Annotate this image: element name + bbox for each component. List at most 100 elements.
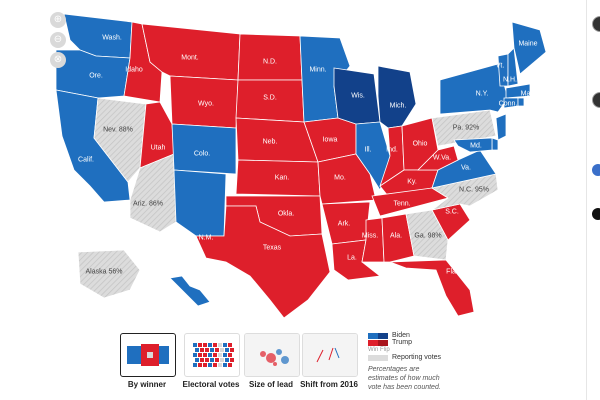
state-al[interactable]: [381, 213, 415, 263]
state-label-ma: Mass.: [520, 90, 540, 98]
legend-trump-label: Trump: [392, 339, 412, 346]
state-label-mt: Mont.: [181, 54, 199, 62]
state-me[interactable]: [511, 21, 547, 75]
legend-trump-flip-swatch: [378, 340, 388, 346]
ev-cell: [195, 358, 199, 362]
state-label-id: Idaho: [125, 66, 143, 74]
state-ri[interactable]: [517, 97, 525, 107]
tab-label: By winner: [127, 380, 167, 389]
ev-cell: [193, 363, 197, 367]
state-va[interactable]: [431, 149, 497, 189]
state-label-nh: N.H.: [503, 76, 517, 84]
lead-bubble: [266, 353, 276, 363]
ev-cell: [203, 363, 207, 367]
legend-win-label: Win: [368, 347, 379, 353]
zoom-in-button[interactable]: ⊕: [50, 12, 66, 28]
ev-cell: [228, 343, 232, 347]
state-fl[interactable]: [389, 259, 475, 317]
ev-cell: [210, 348, 214, 352]
state-nj[interactable]: [495, 113, 507, 141]
ev-cell: [208, 353, 212, 357]
ev-cell: [225, 348, 229, 352]
ev-cell: [213, 353, 217, 357]
ev-cell: [200, 358, 204, 362]
election-map: Wash. Ore. Calif. Nev. 88% Idaho Mont. Wyo. Uta…: [50, 12, 547, 319]
state-wv[interactable]: [417, 145, 459, 171]
legend-trump-win-swatch: [368, 340, 378, 346]
ev-cell: [210, 358, 214, 362]
ev-cell: [218, 343, 222, 347]
ev-cell: [218, 353, 222, 357]
ev-cell: [213, 343, 217, 347]
magnifier-plus-icon: ⊕: [53, 14, 63, 25]
ev-cell: [220, 358, 224, 362]
state-label-in: Ind.: [386, 146, 398, 154]
state-label-mi: Mich.: [389, 102, 407, 110]
legend-reporting-label: Reporting votes: [392, 354, 442, 361]
state-ga[interactable]: [405, 209, 449, 261]
state-co[interactable]: [171, 123, 237, 175]
ev-cell: [230, 358, 234, 362]
ev-cell: [208, 343, 212, 347]
state-label-ia: Iowa: [322, 136, 338, 144]
state-tx[interactable]: [195, 205, 331, 319]
state-md[interactable]: [453, 137, 493, 153]
electoral-votes-thumb-icon: [193, 343, 234, 367]
state-mi[interactable]: [377, 65, 417, 129]
ev-cell: [228, 363, 232, 367]
state-label-pa: Pa. 92%: [452, 124, 480, 132]
state-label-wy: Wyo.: [198, 100, 214, 108]
state-label-mn: Minn.: [309, 66, 327, 74]
state-ak[interactable]: [77, 249, 141, 299]
ev-cell: [200, 348, 204, 352]
state-label-tn: Tenn.: [393, 200, 411, 208]
state-label-ok: Okla.: [277, 210, 295, 218]
size-of-lead-thumb-icon: [245, 334, 299, 376]
state-hi[interactable]: [169, 275, 211, 307]
ev-cell: [218, 363, 222, 367]
state-label-va: Va.: [461, 164, 471, 172]
state-label-sc: S.C.: [445, 208, 459, 216]
state-label-wa: Wash.: [102, 34, 122, 42]
ev-cell: [193, 343, 197, 347]
state-nc[interactable]: [430, 173, 499, 211]
state-label-az: Ariz. 86%: [133, 200, 163, 208]
state-label-mo: Mo.: [334, 174, 346, 182]
tab-electoral-votes[interactable]: [184, 333, 240, 377]
state-nh[interactable]: [507, 47, 519, 87]
lead-bubble: [281, 356, 289, 364]
tab-by-winner[interactable]: [120, 333, 176, 377]
reset-map-button[interactable]: ⊗: [50, 52, 66, 68]
magnifier-minus-icon: ⊖: [53, 34, 63, 45]
ev-cell: [208, 363, 212, 367]
right-edge-panel: [586, 0, 600, 400]
state-label-fl: Fla.: [446, 268, 458, 276]
badge-icon: [592, 208, 600, 220]
state-pa[interactable]: [431, 109, 497, 147]
state-label-me: Maine: [518, 40, 538, 48]
legend-reporting-swatch: [368, 355, 388, 361]
state-label-nm: N.M.: [198, 234, 214, 242]
state-ms[interactable]: [361, 217, 385, 263]
state-de[interactable]: [491, 137, 499, 151]
state-label-ut: Utah: [150, 144, 166, 152]
ev-cell: [223, 363, 227, 367]
legend-flip-label: Flip: [380, 347, 390, 353]
zoom-out-button[interactable]: ⊖: [50, 32, 66, 48]
state-nm[interactable]: [173, 169, 227, 237]
state-label-oh: Ohio: [412, 140, 428, 148]
state-label-sd: S.D.: [263, 94, 277, 102]
ev-cell: [198, 363, 202, 367]
state-ny[interactable]: [439, 63, 509, 115]
state-label-tx: Texas: [262, 244, 282, 252]
ev-cell: [213, 363, 217, 367]
tab-shift-from-2016[interactable]: [302, 333, 358, 377]
state-label-md: Md.: [470, 142, 482, 150]
state-nv[interactable]: [93, 97, 147, 183]
ev-cell: [230, 348, 234, 352]
state-nd[interactable]: [237, 33, 303, 81]
tab-size-of-lead[interactable]: [244, 333, 300, 377]
state-label-ga: Ga. 98%: [414, 232, 442, 240]
state-label-ri: R.I.: [518, 106, 530, 114]
state-ma[interactable]: [505, 83, 531, 99]
